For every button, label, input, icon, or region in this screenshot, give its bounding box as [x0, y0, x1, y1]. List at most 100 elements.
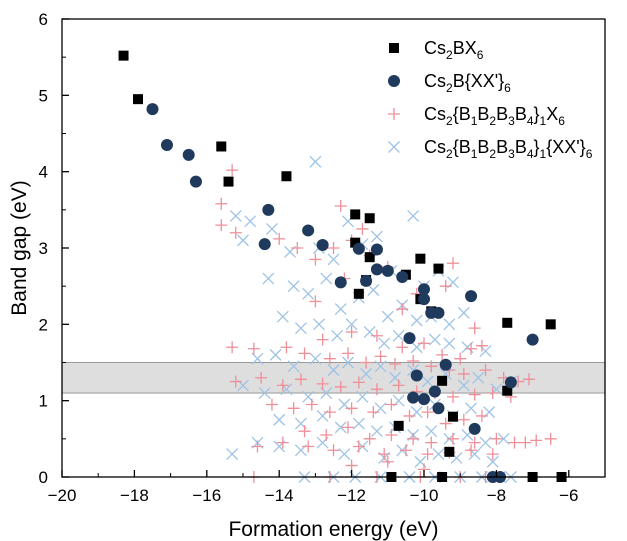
data-point — [302, 287, 315, 300]
data-point — [226, 448, 239, 461]
data-point — [443, 337, 456, 350]
data-point — [399, 444, 412, 457]
x-tick-label: −12 — [337, 486, 366, 505]
data-point — [486, 387, 499, 400]
data-point — [370, 263, 383, 276]
legend-entry: Cs2​{B1​B2​B3​B4​}1​X6​ — [388, 104, 565, 128]
data-point — [363, 432, 376, 445]
data-point — [133, 94, 144, 105]
data-point — [446, 257, 459, 270]
data-point — [497, 432, 510, 445]
data-point — [334, 421, 347, 434]
legend-label: Cs2​BX6​ — [424, 38, 484, 62]
y-tick-label: 5 — [39, 86, 48, 105]
data-point — [364, 213, 375, 224]
legend-marker-circle — [388, 75, 400, 87]
y-tick-label: 4 — [39, 163, 48, 182]
data-point — [309, 253, 322, 266]
data-point — [410, 314, 423, 327]
data-point — [393, 420, 404, 431]
data-point — [418, 337, 430, 350]
data-point — [370, 383, 383, 396]
legend-entry: Cs2​{B1​B2​B3​B4​}1​{XX'}6​ — [388, 137, 593, 161]
data-point — [223, 176, 234, 187]
data-point — [298, 425, 311, 438]
data-point — [486, 455, 499, 468]
data-point — [229, 226, 242, 239]
data-point — [309, 155, 322, 168]
data-point — [334, 380, 347, 393]
data-point — [457, 367, 470, 380]
data-point — [381, 455, 394, 468]
x-tick-label: −16 — [192, 486, 221, 505]
data-point — [415, 253, 426, 264]
data-point — [215, 219, 228, 232]
x-tick-label: −18 — [120, 486, 149, 505]
y-tick-label: 3 — [39, 239, 48, 258]
data-point — [287, 280, 300, 293]
x-tick-label: −6 — [559, 486, 578, 505]
data-point — [216, 141, 227, 152]
data-point — [269, 348, 282, 361]
data-point — [342, 356, 354, 369]
data-point — [360, 274, 373, 287]
data-point — [545, 319, 556, 330]
data-point — [425, 360, 438, 373]
legend-label: Cs2​{B1​B2​B3​B4​}1​X6​ — [424, 104, 565, 128]
legend-marker-square — [389, 43, 399, 53]
data-point — [530, 434, 543, 447]
data-point — [118, 50, 129, 61]
data-point — [146, 103, 159, 116]
x-tick-label: −20 — [48, 486, 77, 505]
data-point — [305, 398, 318, 411]
data-point — [392, 329, 405, 342]
x-tick-label: −14 — [265, 486, 294, 505]
data-point — [385, 429, 398, 442]
data-point — [313, 318, 325, 331]
data-point — [468, 322, 481, 335]
data-point — [410, 369, 423, 382]
data-point — [316, 238, 329, 251]
data-point — [341, 421, 354, 434]
data-point — [504, 376, 517, 389]
data-point — [266, 222, 278, 235]
data-point — [490, 432, 503, 445]
data-point — [468, 388, 481, 401]
data-point — [316, 333, 329, 346]
data-point — [320, 272, 333, 285]
data-point — [229, 375, 242, 388]
legend-label: Cs2​B{XX'}6​ — [424, 71, 511, 95]
data-point — [189, 175, 202, 188]
data-point — [421, 448, 434, 461]
data-point — [385, 398, 398, 411]
data-point — [345, 325, 358, 338]
data-point — [352, 440, 365, 453]
data-point — [428, 333, 441, 346]
data-point — [316, 377, 329, 390]
data-point — [323, 406, 336, 419]
data-point — [428, 385, 441, 398]
data-point — [378, 337, 391, 350]
data-point — [457, 413, 470, 426]
data-point — [262, 203, 275, 216]
data-point — [320, 429, 333, 442]
data-point — [475, 409, 488, 422]
data-point — [352, 376, 365, 389]
highlight-band — [61, 362, 606, 394]
data-point — [465, 444, 478, 457]
data-point — [381, 264, 394, 277]
data-point — [425, 436, 438, 449]
data-point — [421, 375, 434, 388]
data-point — [370, 230, 383, 243]
data-point — [334, 276, 347, 289]
data-point — [323, 352, 336, 365]
data-point — [367, 406, 380, 419]
data-point — [327, 253, 340, 266]
series-circle-points — [146, 103, 539, 483]
data-point — [262, 272, 275, 285]
data-point — [345, 459, 358, 472]
data-point — [251, 352, 264, 365]
data-point — [370, 243, 383, 256]
data-point — [425, 425, 438, 438]
